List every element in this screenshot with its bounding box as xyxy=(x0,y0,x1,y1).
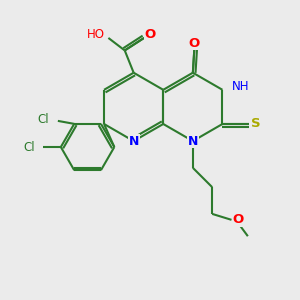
Text: NH: NH xyxy=(232,80,250,93)
Text: Cl: Cl xyxy=(23,140,35,154)
Text: N: N xyxy=(128,135,139,148)
Text: N: N xyxy=(188,135,198,148)
Text: HO: HO xyxy=(87,28,105,41)
Text: O: O xyxy=(189,37,200,50)
Text: S: S xyxy=(251,118,261,130)
Text: O: O xyxy=(144,28,156,41)
Text: O: O xyxy=(232,213,244,226)
Text: Cl: Cl xyxy=(37,113,49,126)
